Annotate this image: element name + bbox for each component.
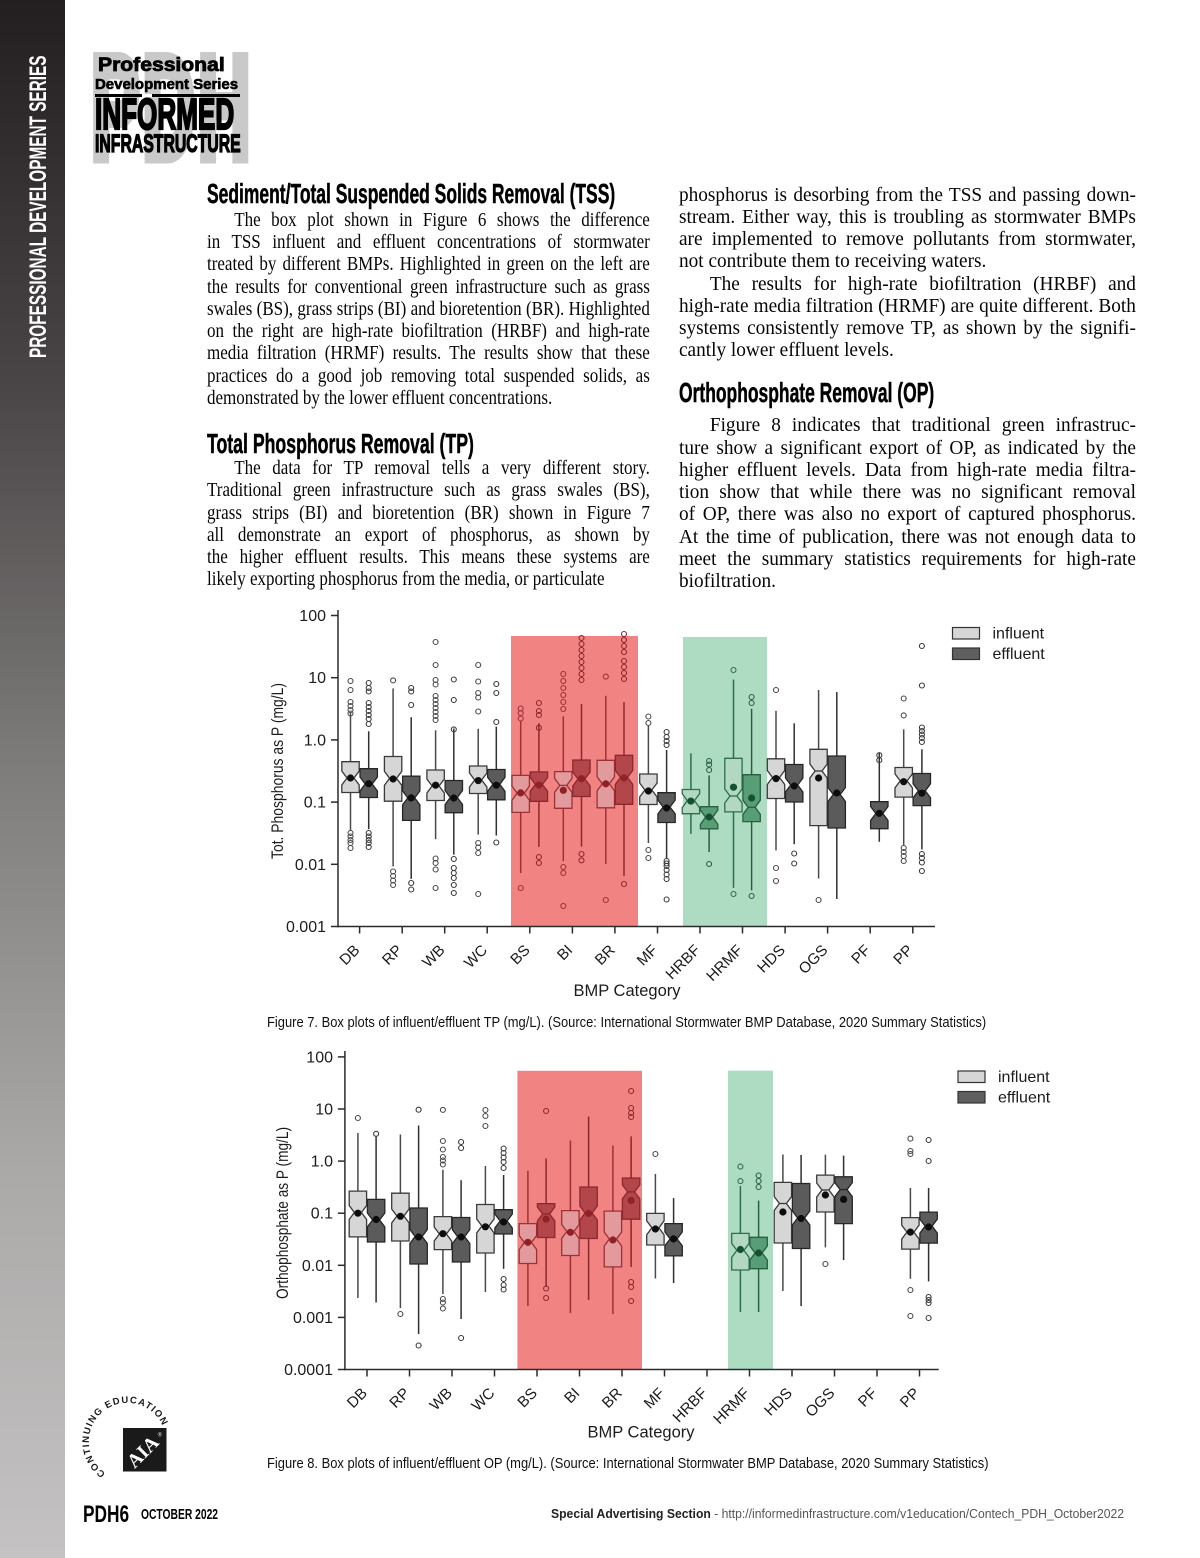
- svg-text:HRBF: HRBF: [663, 942, 704, 983]
- svg-text:0.0001: 0.0001: [284, 1362, 333, 1379]
- svg-text:DB: DB: [344, 1385, 371, 1412]
- svg-text:HRMF: HRMF: [710, 1385, 753, 1428]
- svg-text:OGS: OGS: [796, 942, 832, 978]
- svg-text:WB: WB: [419, 942, 448, 971]
- svg-text:10: 10: [315, 1102, 333, 1119]
- svg-text:MF: MF: [634, 942, 662, 970]
- svg-text:influent: influent: [993, 626, 1045, 643]
- svg-text:effluent: effluent: [993, 646, 1046, 663]
- svg-text:BS: BS: [507, 942, 533, 968]
- svg-text:WC: WC: [468, 1385, 498, 1415]
- svg-text:BR: BR: [599, 1385, 626, 1412]
- svg-text:BI: BI: [554, 942, 576, 964]
- svg-text:RP: RP: [386, 1385, 413, 1412]
- svg-text:BMP Category: BMP Category: [574, 982, 682, 1000]
- svg-text:influent: influent: [998, 1069, 1050, 1086]
- svg-text:0.001: 0.001: [293, 1310, 333, 1327]
- svg-text:1.0: 1.0: [304, 732, 326, 749]
- svg-text:Orthophosphate as P (mg/L): Orthophosphate as P (mg/L): [274, 1127, 292, 1299]
- svg-text:BI: BI: [561, 1385, 583, 1407]
- svg-text:PP: PP: [897, 1385, 923, 1411]
- svg-text:100: 100: [306, 1049, 333, 1066]
- svg-text:HRBF: HRBF: [670, 1385, 711, 1426]
- svg-text:WC: WC: [461, 942, 491, 972]
- svg-text:HRMF: HRMF: [703, 942, 746, 985]
- svg-text:OGS: OGS: [802, 1385, 838, 1421]
- svg-text:PP: PP: [890, 942, 916, 968]
- svg-text:RP: RP: [379, 942, 406, 969]
- svg-text:10: 10: [308, 670, 326, 687]
- svg-text:BR: BR: [592, 942, 619, 969]
- svg-text:0.001: 0.001: [286, 919, 326, 936]
- svg-text:Tot. Phosphorus as P (mg/L): Tot. Phosphorus as P (mg/L): [269, 683, 287, 859]
- svg-text:®: ®: [158, 1432, 163, 1439]
- svg-text:BS: BS: [514, 1385, 540, 1411]
- svg-text:0.01: 0.01: [302, 1258, 333, 1275]
- svg-text:DB: DB: [336, 942, 363, 969]
- svg-text:0.01: 0.01: [295, 857, 326, 874]
- svg-text:MF: MF: [641, 1385, 669, 1413]
- svg-text:0.1: 0.1: [304, 795, 326, 812]
- svg-text:PF: PF: [848, 942, 874, 968]
- svg-text:effluent: effluent: [998, 1090, 1051, 1107]
- svg-text:HDS: HDS: [761, 1385, 796, 1420]
- svg-text:WB: WB: [427, 1385, 456, 1414]
- svg-text:HDS: HDS: [754, 942, 789, 977]
- svg-text:BMP Category: BMP Category: [588, 1424, 696, 1442]
- svg-text:1.0: 1.0: [311, 1154, 333, 1171]
- svg-text:100: 100: [299, 608, 326, 625]
- svg-text:0.1: 0.1: [311, 1206, 333, 1223]
- svg-text:PF: PF: [855, 1385, 881, 1411]
